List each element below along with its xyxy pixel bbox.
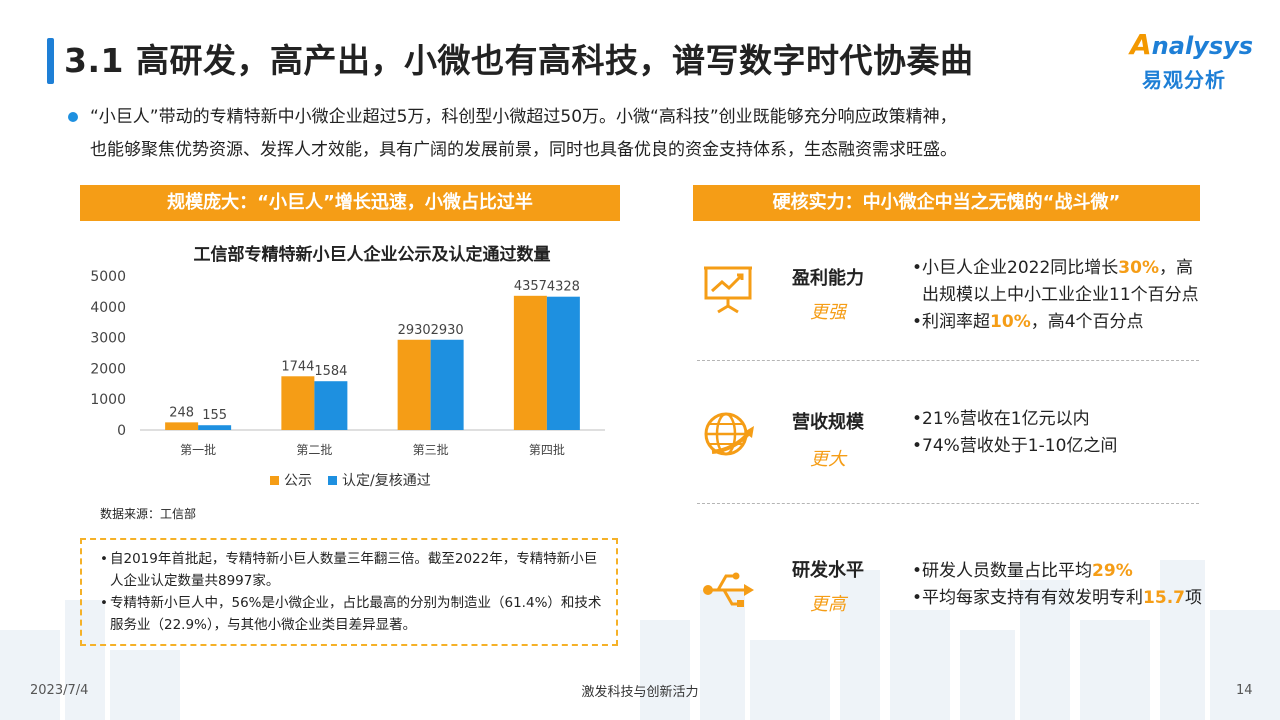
footer-caption: 激发科技与创新活力 [581, 685, 699, 700]
metric-bullet: •小巨人企业2022同比增长30%，高 [912, 258, 1193, 278]
globe-growth-icon [704, 412, 754, 456]
bar-announced [165, 422, 199, 430]
y-tick-label: 2000 [90, 361, 126, 377]
right-section-header: 硬核实力：中小微企中当之无愧的“战斗微” [693, 185, 1200, 221]
x-tick-label: 第四批 [529, 442, 565, 457]
legend-swatch [328, 476, 337, 485]
y-tick-label: 5000 [90, 269, 126, 285]
page-title: 3.1 高研发，高产出，小微也有高科技，谱写数字时代协奏曲 [64, 41, 974, 80]
bar-announced [281, 376, 315, 430]
legend-label: 认定/复核通过 [342, 472, 431, 489]
metric-bullet: 出规模以上中小工业企业11个百分点 [922, 285, 1199, 305]
notes-box: 自2019年首批起，专精特新小巨人数量三年翻三倍。截至2022年，专精特新小巨人… [80, 538, 618, 646]
legend-label: 公示 [284, 473, 312, 489]
bullet-dot-icon [68, 112, 78, 122]
metric-bullets-profit: •小巨人企业2022同比增长30%，高 出规模以上中小工业企业11个百分点 •利… [912, 255, 1199, 336]
bar-chart-svg: 工信部专精特新小巨人企业公示及认定通过数量 0 1000 2000 3000 4000 5… [90, 244, 605, 521]
metric-sub-revenue: 更大 [810, 449, 846, 470]
metric-bullets-revenue: •21%营收在1亿元以内 •74%营收处于1-10亿之间 [912, 406, 1117, 460]
legend-swatch [270, 476, 279, 485]
bar-certified [546, 296, 580, 430]
title-accent-bar [47, 38, 54, 84]
data-label: 1584 [314, 364, 347, 379]
logo-cn-text: 易观分析 [1142, 68, 1226, 92]
bar-chart: 工信部专精特新小巨人企业公示及认定通过数量 0 1000 2000 3000 4000 5… [80, 238, 640, 528]
metric-bullet: •21%营收在1亿元以内 [912, 409, 1090, 429]
metric-bullet: •利润率超10%，高4个百分点 [912, 312, 1144, 332]
bar-certified [198, 425, 232, 430]
bar-certified [314, 381, 348, 430]
bar-announced [513, 295, 547, 430]
data-label: 2930 [431, 323, 464, 338]
data-label: 248 [169, 405, 194, 420]
x-tick-label: 第三批 [413, 442, 449, 457]
y-tick-label: 3000 [90, 331, 126, 347]
y-tick-label: 1000 [90, 392, 126, 408]
usb-tech-icon [703, 572, 754, 607]
bar-announced [397, 339, 431, 430]
analysys-logo: Analysys 易观分析 [1130, 28, 1260, 98]
y-tick-label: 4000 [90, 300, 126, 316]
intro-line-1: “小巨人”带动的专精特新中小微企业超过5万，科创型小微超过50万。小微“高科技”… [90, 107, 957, 127]
footer-date: 2023/7/4 [30, 683, 89, 698]
presentation-chart-icon [704, 266, 752, 314]
divider [697, 360, 1199, 361]
note-item-1: 自2019年首批起，专精特新小巨人数量三年翻三倍。截至2022年，专精特新小巨人… [100, 548, 602, 592]
bar-certified [430, 339, 464, 430]
metric-sub-rnd: 更高 [810, 594, 846, 615]
logo-en-text: nalysys [1151, 32, 1254, 60]
data-label: 1744 [281, 359, 314, 374]
note-item-2: 专精特新小巨人中，56%是小微企业，占比最高的分别为制造业（61.4%）和技术服… [100, 592, 602, 636]
metric-bullet: •平均每家支持有有效发明专利15.7项 [912, 588, 1202, 608]
data-label: 2930 [398, 323, 431, 338]
data-label: 4328 [547, 280, 580, 295]
divider [697, 503, 1199, 504]
metric-bullet: •研发人员数量占比平均29% [912, 561, 1133, 581]
page-number: 14 [1236, 683, 1253, 698]
x-tick-label: 第一批 [180, 442, 216, 457]
metric-sub-profit: 更强 [810, 302, 846, 323]
intro-line-2: 也能够聚焦优势资源、发挥人才效能，具有广阔的发展前景，同时也具备优良的资金支持体… [90, 140, 957, 160]
data-label: 155 [202, 408, 227, 423]
left-section-header: 规模庞大：“小巨人”增长迅速，小微占比过半 [80, 185, 620, 221]
data-source: 数据来源：工信部 [100, 506, 196, 521]
x-tick-label: 第二批 [296, 442, 332, 457]
chart-title: 工信部专精特新小巨人企业公示及认定通过数量 [194, 244, 551, 265]
data-label: 4357 [514, 279, 547, 294]
y-tick-label: 0 [117, 423, 126, 439]
logo-initial: A [1130, 28, 1152, 61]
metric-bullets-rnd: •研发人员数量占比平均29% •平均每家支持有有效发明专利15.7项 [912, 558, 1202, 612]
metric-bullet: •74%营收处于1-10亿之间 [912, 436, 1118, 456]
metric-label-rnd: 研发水平 [792, 560, 864, 581]
metric-label-profit: 盈利能力 [792, 268, 864, 289]
metric-label-revenue: 营收规模 [792, 412, 864, 433]
